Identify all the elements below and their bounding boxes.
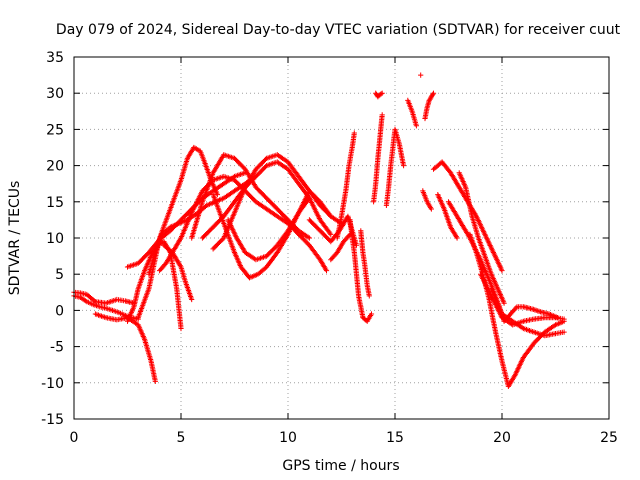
data-point bbox=[454, 235, 460, 241]
data-point bbox=[401, 163, 407, 169]
y-tick-label: -10 bbox=[41, 376, 64, 392]
y-tick-label: 15 bbox=[46, 195, 64, 211]
data-point bbox=[189, 296, 195, 303]
y-axis-label: SDTVAR / TECUs bbox=[7, 181, 23, 296]
series-sat-i bbox=[161, 242, 195, 303]
y-tick-label: 20 bbox=[46, 159, 64, 175]
axis-ticks: 0 5 10 15 20 25 -15 -10 -5 0 5 10 15 20 25 30 35 bbox=[41, 50, 618, 446]
x-tick-label: 5 bbox=[177, 430, 186, 446]
series-sat-w bbox=[418, 72, 424, 78]
x-tick-label: 25 bbox=[600, 430, 618, 446]
x-tick-label: 10 bbox=[279, 430, 297, 446]
data-point bbox=[430, 91, 436, 97]
y-tick-label: 35 bbox=[46, 50, 64, 66]
y-tick-label: -5 bbox=[50, 340, 64, 356]
series-sat-ac bbox=[478, 271, 567, 328]
data-point bbox=[513, 305, 519, 311]
series-sat-b bbox=[71, 289, 137, 306]
data-point bbox=[428, 206, 434, 212]
data-point bbox=[366, 293, 372, 299]
data-point bbox=[501, 300, 507, 306]
y-tick-label: 25 bbox=[46, 122, 64, 138]
data-point bbox=[83, 298, 89, 304]
series-sat-h bbox=[157, 173, 330, 274]
data-point bbox=[328, 231, 334, 237]
series-sat-n bbox=[225, 195, 312, 263]
data-point bbox=[379, 90, 385, 96]
data-point bbox=[430, 90, 437, 96]
series-sat-c bbox=[92, 311, 158, 384]
data-point bbox=[353, 242, 360, 248]
series-sat-v bbox=[405, 97, 419, 129]
series-sat-y bbox=[420, 188, 434, 212]
data-point bbox=[499, 268, 505, 274]
series-sat-u bbox=[383, 126, 407, 208]
series-sat-t bbox=[373, 90, 385, 100]
series-sat-r bbox=[358, 228, 372, 299]
data-point bbox=[555, 315, 561, 321]
data-point bbox=[328, 213, 334, 219]
series-sat-p bbox=[334, 130, 357, 241]
series-sat-ag bbox=[328, 231, 353, 263]
data-point bbox=[561, 316, 567, 322]
x-axis-label: GPS time / hours bbox=[282, 458, 399, 474]
series-sat-s bbox=[371, 112, 385, 205]
data-point bbox=[347, 231, 353, 237]
series-sat-ae bbox=[456, 170, 507, 306]
y-tick-label: 5 bbox=[55, 267, 64, 283]
data-point bbox=[379, 112, 385, 118]
data-point bbox=[378, 91, 384, 97]
y-tick-label: 0 bbox=[55, 303, 64, 319]
x-tick-label: 0 bbox=[70, 430, 79, 446]
series-sat-f bbox=[135, 144, 220, 321]
y-tick-label: -15 bbox=[41, 412, 64, 428]
data-point bbox=[418, 72, 424, 78]
x-tick-label: 20 bbox=[493, 430, 511, 446]
data-marks bbox=[71, 72, 567, 389]
x-tick-label: 15 bbox=[386, 430, 404, 446]
data-point bbox=[351, 130, 357, 136]
chart-title: Day 079 of 2024, Sidereal Day-to-day VTE… bbox=[56, 22, 621, 38]
series-sat-j bbox=[189, 152, 312, 241]
data-point bbox=[178, 325, 184, 332]
data-point bbox=[306, 235, 312, 241]
y-tick-label: 30 bbox=[46, 86, 64, 102]
y-tick-label: 10 bbox=[46, 231, 64, 247]
series-sat-x bbox=[422, 90, 437, 122]
data-point bbox=[413, 123, 419, 129]
data-point bbox=[368, 311, 375, 317]
data-point bbox=[306, 195, 312, 201]
data-point bbox=[346, 233, 352, 239]
data-point bbox=[91, 298, 97, 304]
data-point bbox=[561, 329, 567, 335]
series-sat-ad bbox=[488, 286, 561, 324]
series-sat-af bbox=[435, 192, 460, 241]
series-sat-z bbox=[430, 159, 505, 274]
data-point bbox=[323, 268, 330, 274]
data-point bbox=[152, 378, 158, 384]
